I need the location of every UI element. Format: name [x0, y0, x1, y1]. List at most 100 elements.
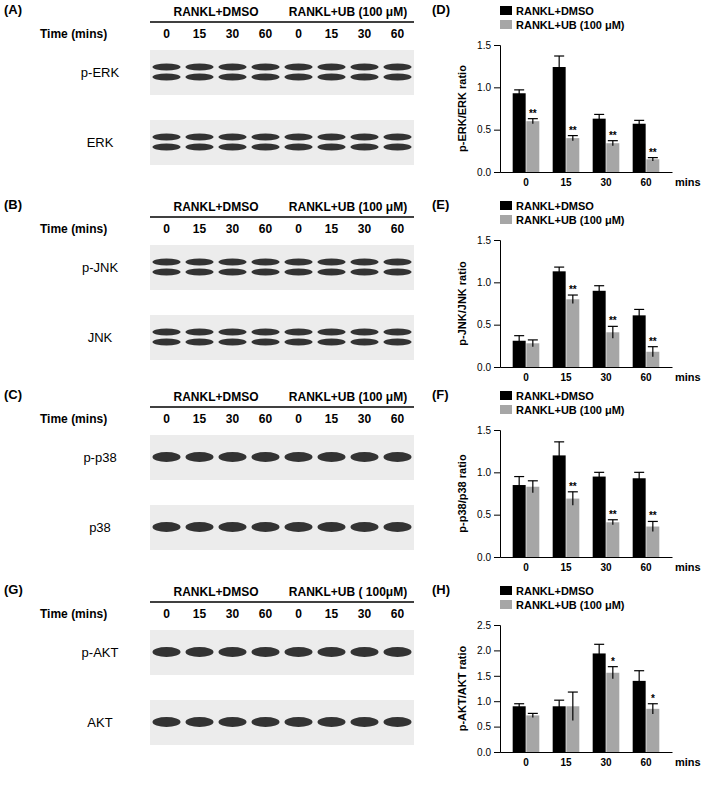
time-value: 30	[358, 412, 372, 426]
significance: **	[649, 336, 657, 347]
blot-band	[384, 269, 412, 276]
blot-band	[186, 74, 214, 81]
error-cap	[514, 335, 524, 336]
y-tick-label: 0.0	[477, 362, 491, 373]
error-bar	[599, 472, 600, 480]
y-tick-mark	[494, 515, 500, 516]
blot-band	[186, 259, 214, 266]
marks	[513, 644, 660, 752]
blot-band	[351, 259, 379, 266]
row-label: p-AKT	[82, 645, 119, 660]
blot-band	[153, 329, 181, 336]
error-cap	[634, 670, 644, 671]
blot-band	[351, 339, 379, 346]
y-tick-label: 0.0	[477, 167, 491, 178]
bar	[593, 291, 606, 367]
marks	[513, 56, 660, 172]
header-rule	[150, 216, 414, 218]
time-value: 0	[163, 222, 170, 236]
blot-band	[351, 74, 379, 81]
error-cap	[528, 480, 538, 481]
blot-band	[153, 74, 181, 81]
legend: RANKL+DMSORANKL+UB (100 μM)	[500, 585, 625, 611]
blot-band	[384, 647, 412, 657]
blot-band	[285, 259, 313, 266]
x-tick: 30	[600, 172, 612, 188]
error-cap	[514, 476, 524, 477]
blot-band	[219, 339, 247, 346]
time-value: 15	[193, 27, 207, 41]
time-value: 0	[295, 412, 302, 426]
bar	[566, 299, 579, 367]
blot-band	[186, 339, 214, 346]
y-tick-mark	[494, 430, 500, 431]
significance: **	[609, 315, 617, 326]
error-bar	[599, 286, 600, 296]
time-value: 15	[325, 607, 339, 621]
x-tick: 0	[523, 172, 529, 188]
blot-band	[219, 452, 247, 462]
blot-band	[285, 64, 313, 71]
y-tick: 2.0	[477, 645, 500, 656]
time-value: 30	[226, 412, 240, 426]
row-label: AKT	[87, 715, 112, 730]
blot-band	[318, 329, 346, 336]
blot-band	[219, 259, 247, 266]
legend-label: RANKL+UB (100 μM)	[516, 599, 625, 611]
time-value: 30	[226, 222, 240, 236]
error-bar	[519, 336, 520, 346]
row-label: p38	[89, 520, 111, 535]
bar	[646, 159, 659, 172]
time-value: 15	[325, 222, 339, 236]
y-tick: 0.0	[477, 167, 500, 178]
blot-panel: (B)RANKL+DMSORANKL+UB (100 μM)Time (mins…	[4, 197, 414, 360]
y-tick-label: 0.5	[477, 319, 491, 330]
error-bar	[652, 521, 653, 531]
error-bar	[599, 644, 600, 662]
x-tick-label: 30	[600, 562, 612, 573]
blot-band	[219, 329, 247, 336]
error-cap	[594, 114, 604, 115]
significance: **	[529, 108, 537, 119]
y-tick-mark	[494, 130, 500, 131]
blot-band	[384, 452, 412, 462]
error-bar	[612, 520, 613, 525]
blot-band	[186, 64, 214, 71]
bar	[633, 315, 646, 367]
y-tick: 1.0	[477, 82, 500, 93]
blot-band	[252, 329, 280, 336]
error-bar	[612, 141, 613, 146]
y-tick: 0.5	[477, 319, 500, 330]
y-tick: 1.5	[477, 235, 500, 246]
y-axis: 0.00.51.01.52.02.5	[477, 620, 500, 758]
y-tick-mark	[494, 472, 500, 473]
blot-band	[351, 647, 379, 657]
marks	[513, 267, 660, 367]
x-tick-label: 0	[523, 177, 529, 188]
blot-band	[252, 522, 280, 532]
error-cap	[554, 55, 564, 56]
bar	[553, 67, 566, 172]
blot-band	[285, 269, 313, 276]
error-bar	[572, 492, 573, 506]
x-tick: 0	[523, 557, 529, 573]
bar	[553, 271, 566, 367]
blot-band	[285, 74, 313, 81]
error-bar	[572, 136, 573, 141]
bar	[646, 709, 659, 752]
blot-panel: (G)RANKL+DMSORANKL+UB ( 100μM)Time (mins…	[4, 582, 414, 745]
row-label: p-ERK	[81, 65, 120, 80]
y-axis: 0.00.51.01.5	[477, 235, 500, 373]
blot-band	[285, 339, 313, 346]
y-tick: 0.5	[477, 721, 500, 732]
y-tick-mark	[494, 625, 500, 626]
y-tick: 1.5	[477, 425, 500, 436]
y-tick-mark	[494, 325, 500, 326]
x-tick-label: 60	[640, 757, 652, 768]
bar	[513, 93, 526, 172]
plot: ******0.00.51.01.50153060	[477, 425, 672, 573]
error-cap	[568, 691, 578, 692]
time-value: 30	[358, 27, 372, 41]
time-value: 60	[391, 222, 405, 236]
blot-membrane	[150, 120, 414, 165]
